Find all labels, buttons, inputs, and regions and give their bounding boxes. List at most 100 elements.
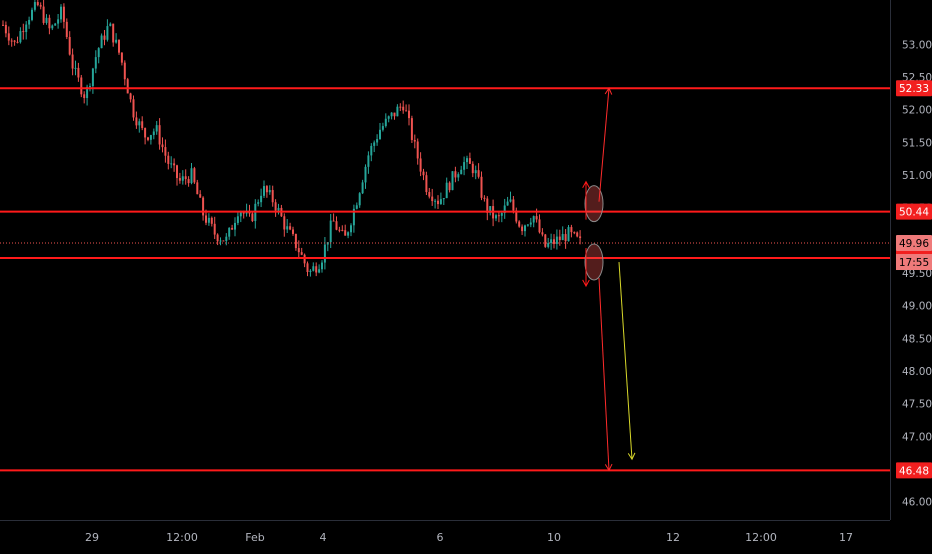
candle-body bbox=[529, 222, 532, 225]
small-arrow-down-head bbox=[582, 279, 590, 288]
candle-body bbox=[118, 39, 120, 53]
candle-body bbox=[495, 215, 497, 219]
candles-layer bbox=[2, 0, 582, 277]
candle-body bbox=[25, 24, 28, 32]
candle-body bbox=[347, 232, 350, 236]
candle-body bbox=[419, 158, 422, 172]
candle-body bbox=[158, 125, 161, 145]
candle-body bbox=[344, 230, 347, 236]
candle-body bbox=[265, 186, 268, 193]
candle-body bbox=[236, 216, 239, 223]
candle-body bbox=[129, 93, 132, 100]
candle-body bbox=[202, 197, 205, 216]
candle-body bbox=[103, 35, 106, 40]
candle-body bbox=[83, 94, 86, 99]
candle-body bbox=[271, 190, 274, 203]
candle-body bbox=[300, 252, 303, 255]
countdown-label: 17:55 bbox=[899, 257, 929, 269]
candle-body bbox=[210, 217, 213, 224]
candle-body bbox=[335, 221, 338, 230]
candle-body bbox=[376, 139, 379, 143]
projection-arrow bbox=[618, 262, 633, 460]
candle-body bbox=[2, 24, 4, 26]
candle-body bbox=[428, 192, 431, 197]
candle-body bbox=[497, 215, 500, 217]
candle-body bbox=[352, 208, 355, 226]
candle-body bbox=[155, 125, 158, 132]
candle-body bbox=[526, 224, 529, 226]
candle-body bbox=[341, 229, 344, 231]
candle-body bbox=[381, 126, 384, 130]
candle-body bbox=[550, 239, 553, 244]
candle-body bbox=[410, 118, 413, 140]
candle-body bbox=[408, 110, 410, 119]
candle-body bbox=[573, 232, 576, 234]
candle-body bbox=[216, 234, 219, 242]
candle-body bbox=[135, 117, 138, 126]
candle-body bbox=[144, 128, 147, 138]
candle-body bbox=[521, 226, 524, 232]
candle-body bbox=[416, 141, 419, 159]
candle-body bbox=[355, 205, 358, 209]
y-tick-label: 47.00 bbox=[902, 431, 932, 443]
candle-body bbox=[33, 2, 36, 10]
candle-body bbox=[524, 225, 526, 232]
candle-body bbox=[74, 67, 77, 69]
candle-body bbox=[405, 110, 408, 112]
candle-body bbox=[318, 269, 321, 273]
candle-body bbox=[463, 162, 466, 170]
levels-layer bbox=[0, 87, 890, 472]
candle-body bbox=[231, 227, 234, 230]
candle-body bbox=[384, 118, 387, 127]
y-tick-label: 52.00 bbox=[902, 105, 932, 117]
candle-body bbox=[68, 36, 71, 55]
level-price-label-bg bbox=[896, 80, 932, 97]
candle-body bbox=[123, 62, 126, 80]
candle-body bbox=[439, 199, 442, 205]
candle-body bbox=[553, 239, 555, 244]
candle-body bbox=[564, 234, 567, 242]
candle-body bbox=[274, 202, 277, 211]
candle-body bbox=[277, 207, 280, 211]
candle-body bbox=[477, 170, 480, 177]
candle-body bbox=[112, 23, 115, 43]
candle-body bbox=[399, 106, 402, 108]
candle-body bbox=[228, 227, 231, 237]
candle-body bbox=[367, 155, 370, 167]
candle-body bbox=[555, 236, 558, 244]
y-tick-label: 47.50 bbox=[902, 399, 932, 411]
candle-body bbox=[437, 200, 439, 205]
candle-body bbox=[471, 163, 474, 174]
time-axis[interactable]: 29 12:00 Feb 4 6 10 12 12:00 17 bbox=[85, 531, 853, 544]
candle-body bbox=[390, 112, 393, 117]
candle-body bbox=[468, 158, 471, 164]
x-tick-label: Feb bbox=[245, 531, 264, 544]
candle-body bbox=[379, 129, 381, 140]
small-arrow-up-head bbox=[582, 180, 590, 189]
candle-body bbox=[19, 31, 22, 43]
candle-body bbox=[309, 270, 312, 273]
candle-body bbox=[387, 116, 390, 119]
candle-body bbox=[89, 86, 91, 88]
candle-body bbox=[13, 40, 16, 42]
candle-body bbox=[515, 210, 518, 222]
candle-body bbox=[413, 139, 416, 142]
y-tick-label: 49.00 bbox=[902, 301, 932, 313]
target-arrow-up-head bbox=[604, 87, 613, 95]
candle-body bbox=[48, 17, 51, 29]
price-axis[interactable]: 53.0052.5052.0051.5051.0050.5050.0049.50… bbox=[902, 39, 932, 508]
candle-body bbox=[547, 243, 550, 247]
candle-body bbox=[361, 182, 364, 194]
candle-body bbox=[120, 52, 123, 63]
candle-body bbox=[164, 147, 167, 156]
countdown-bg bbox=[896, 254, 932, 271]
candle-body bbox=[576, 232, 579, 237]
candle-body bbox=[62, 6, 65, 22]
candle-body bbox=[181, 176, 184, 181]
candle-body bbox=[518, 221, 521, 227]
candle-body bbox=[91, 68, 94, 87]
y-tick-label: 48.00 bbox=[902, 366, 932, 378]
